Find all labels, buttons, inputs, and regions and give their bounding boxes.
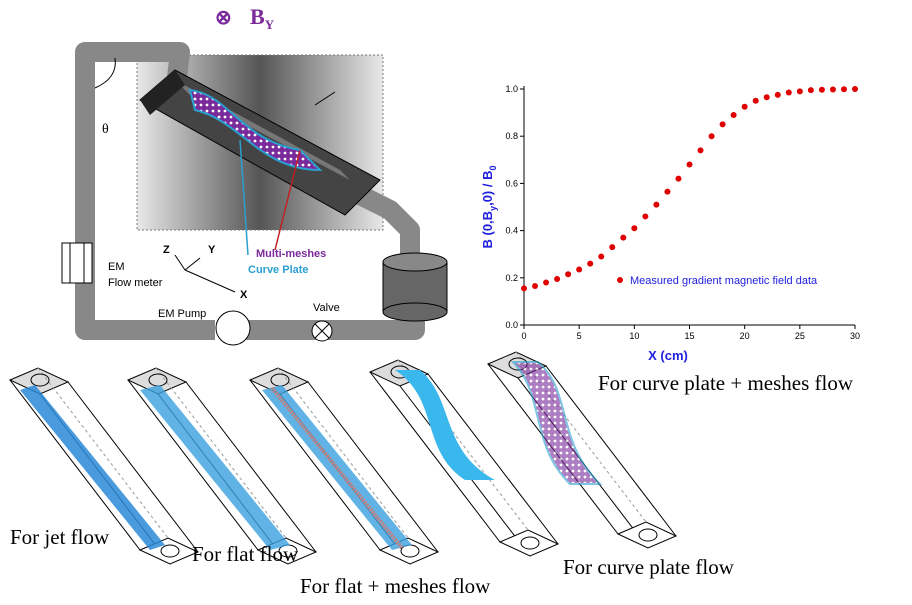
data-point <box>808 87 814 93</box>
data-point <box>786 90 792 96</box>
data-point <box>753 98 759 104</box>
field-symbol: ⊗ <box>215 7 232 29</box>
axes-triad <box>175 255 235 292</box>
data-point <box>720 121 726 127</box>
data-point <box>742 104 748 110</box>
data-point <box>631 225 637 231</box>
x-tick-label: 20 <box>740 331 750 341</box>
legend-marker <box>617 277 623 283</box>
caption: For curve plate + meshes flow <box>598 371 854 395</box>
data-point <box>764 94 770 100</box>
pump <box>216 311 250 345</box>
data-point <box>576 267 582 273</box>
flow-meter <box>62 243 92 283</box>
y-tick-label: 0.8 <box>505 131 518 141</box>
legend-label: Measured gradient magnetic field data <box>630 275 818 287</box>
data-point <box>543 280 549 286</box>
field-sub: Y <box>265 17 275 32</box>
data-point <box>532 283 538 289</box>
x-tick-label: 10 <box>629 331 639 341</box>
caption: For jet flow <box>10 525 110 549</box>
data-point <box>587 261 593 267</box>
data-point <box>819 87 825 93</box>
y-label-part: 0 <box>488 166 498 171</box>
y-tick-label: 0.0 <box>505 320 518 330</box>
data-point <box>709 133 715 139</box>
angle-label: θ <box>102 122 109 137</box>
x-tick-label: 0 <box>521 331 526 341</box>
x-axis-label: X (cm) <box>648 348 688 363</box>
data-point <box>731 112 737 118</box>
data-point <box>620 235 626 241</box>
data-point <box>554 276 560 282</box>
x-tick-label: 25 <box>795 331 805 341</box>
flow-meter-label: Flow meter <box>108 277 163 289</box>
data-point <box>664 189 670 195</box>
data-point <box>521 285 527 291</box>
curve-plate-label: Curve Plate <box>248 264 309 276</box>
caption: For flat + meshes flow <box>300 574 491 598</box>
field-b: B <box>250 4 265 29</box>
data-point <box>841 86 847 92</box>
tank <box>383 253 447 321</box>
x-tick-label: 5 <box>577 331 582 341</box>
axis-x: X <box>240 289 248 301</box>
x-tick-label: 15 <box>684 331 694 341</box>
page: {"diagram": { "field_symbol": "⊗", "fiel… <box>0 0 912 605</box>
y-label-part: B (0,B <box>480 211 495 249</box>
y-tick-label: 1.0 <box>505 84 518 94</box>
y-label-part: ,0) / B <box>480 171 495 206</box>
data-point <box>642 213 648 219</box>
figure: ⊗ BY θ EM Flow meter Z Y X Multi-meshes … <box>0 0 912 605</box>
y-axis-label: B (0,By,0) / B0 <box>480 166 498 249</box>
axis-y: Y <box>208 244 216 256</box>
y-tick-label: 0.4 <box>505 226 518 236</box>
y-tick-label: 0.6 <box>505 178 518 188</box>
angle-arc <box>95 58 115 88</box>
y-tick-label: 0.2 <box>505 273 518 283</box>
data-point <box>675 176 681 182</box>
data-point <box>830 86 836 92</box>
valve-label: Valve <box>313 302 340 314</box>
pump-label: EM Pump <box>158 308 206 320</box>
data-point <box>775 92 781 98</box>
x-tick-label: 30 <box>850 331 860 341</box>
axis-z: Z <box>163 244 170 256</box>
meshes-label: Multi-meshes <box>256 248 326 260</box>
field-label: BY <box>250 4 275 32</box>
data-point <box>653 202 659 208</box>
data-point <box>609 244 615 250</box>
flow-meter-label: EM <box>108 261 125 273</box>
data-point <box>598 254 604 260</box>
caption: For curve plate flow <box>563 555 735 579</box>
data-point <box>687 162 693 168</box>
data-point <box>852 86 858 92</box>
data-point <box>698 147 704 153</box>
data-point <box>797 88 803 94</box>
data-point <box>565 271 571 277</box>
caption: For flat flow <box>192 542 299 566</box>
